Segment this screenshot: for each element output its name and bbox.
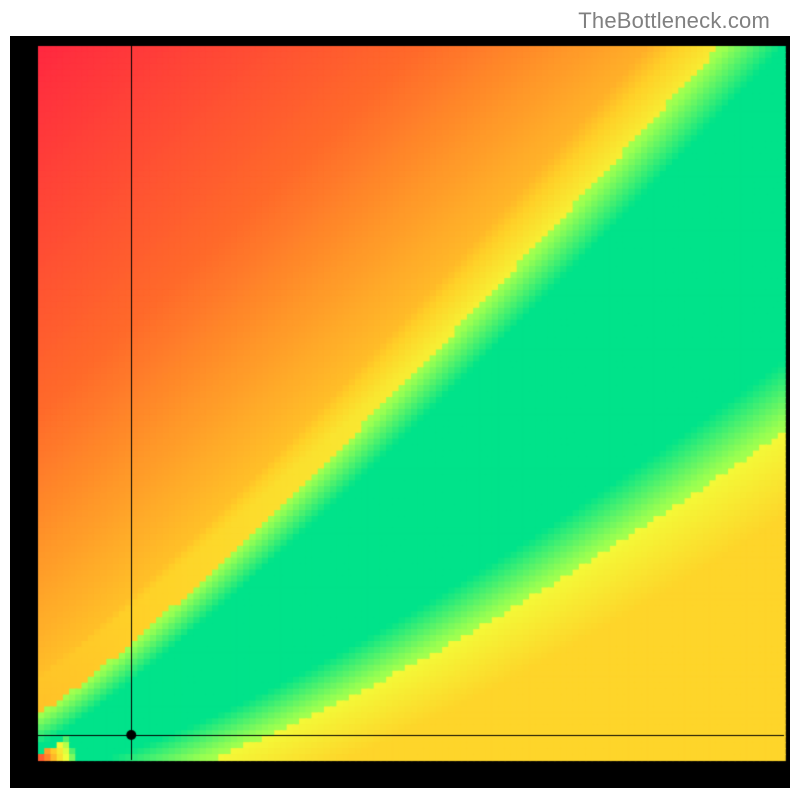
plot-frame: [10, 36, 790, 788]
watermark-text: TheBottleneck.com: [578, 8, 770, 34]
bottleneck-heatmap: [10, 36, 790, 788]
chart-container: TheBottleneck.com: [0, 0, 800, 800]
